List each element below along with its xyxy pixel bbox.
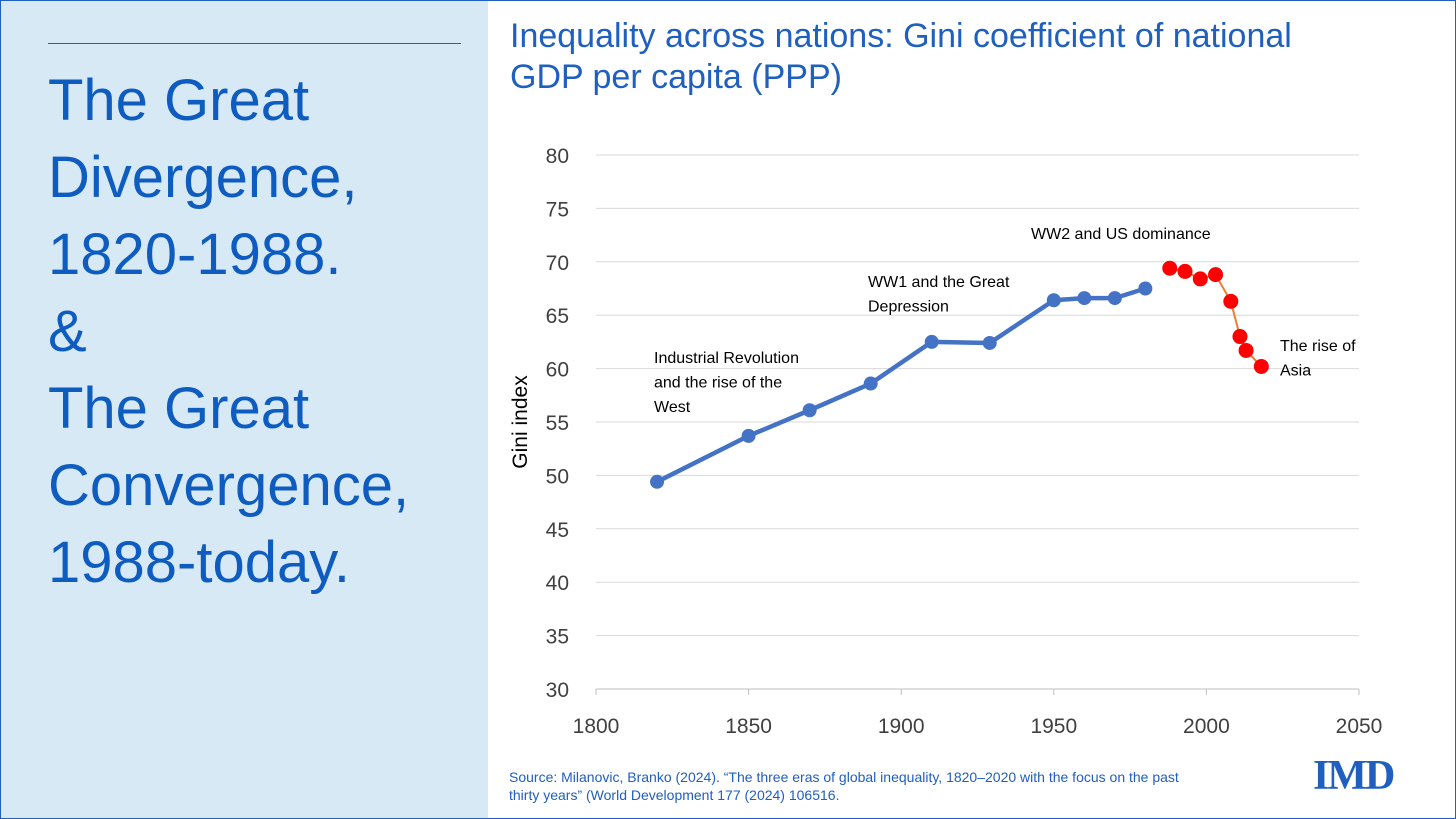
data-point-divergence xyxy=(650,474,665,489)
slide-heading-line: Divergence, xyxy=(48,145,358,210)
data-point-convergence xyxy=(1162,260,1178,276)
y-tick-label: 60 xyxy=(546,359,569,382)
annotation-line: The rise of xyxy=(1280,338,1356,355)
source-line: thirty years” (World Development 177 (20… xyxy=(509,787,840,803)
data-point-convergence xyxy=(1177,263,1193,279)
data-point-convergence xyxy=(1238,342,1254,358)
annotation-ww1-depression: WW1 and the Great Depression xyxy=(868,274,1010,316)
data-point-divergence xyxy=(1046,293,1061,308)
chart-title-line: Inequality across nations: Gini coeffici… xyxy=(510,17,1292,55)
slide-heading-line: 1820-1988. xyxy=(48,222,342,287)
data-point-divergence xyxy=(863,376,878,391)
slide-heading-line: 1988-today. xyxy=(48,530,351,595)
annotation-ww2-us-dominance: WW2 and US dominance xyxy=(1031,226,1211,243)
data-point-convergence xyxy=(1223,293,1239,309)
data-point-divergence xyxy=(1077,291,1092,306)
annotation-line: West xyxy=(654,399,691,416)
left-panel xyxy=(1,1,488,818)
x-tick-label: 1950 xyxy=(1030,715,1077,738)
y-tick-label: 65 xyxy=(546,305,569,328)
imd-logo: IMD xyxy=(1313,753,1395,799)
y-tick-label: 55 xyxy=(546,412,569,435)
source-line: Source: Milanovic, Branko (2024). “The t… xyxy=(509,769,1179,785)
y-tick-label: 50 xyxy=(546,465,569,488)
y-axis-label: Gini index xyxy=(509,375,532,469)
source-note: Source: Milanovic, Branko (2024). “The t… xyxy=(509,768,1309,804)
annotation-line: WW1 and the Great xyxy=(868,274,1010,291)
x-tick-label: 1900 xyxy=(878,715,925,738)
annotation-line: and the rise of the xyxy=(654,375,782,392)
series-line-divergence xyxy=(654,286,1148,485)
y-tick-label: 40 xyxy=(546,572,569,595)
slide-heading-line: The Great xyxy=(48,68,310,133)
data-point-convergence xyxy=(1253,358,1269,374)
annotation-line: Depression xyxy=(868,299,949,316)
left-divider xyxy=(48,43,461,44)
data-point-divergence xyxy=(924,334,939,349)
y-tick-label: 30 xyxy=(546,679,569,702)
x-tick-label: 2050 xyxy=(1336,715,1383,738)
slide-heading-line: & xyxy=(48,299,87,364)
annotation-rise-of-asia: The rise of Asia xyxy=(1280,338,1356,380)
y-tick-label: 75 xyxy=(546,198,569,221)
annotation-line: Asia xyxy=(1280,363,1311,380)
data-point-convergence xyxy=(1192,271,1208,287)
data-point-convergence xyxy=(1232,329,1248,345)
y-tick-label: 70 xyxy=(546,252,569,275)
x-tick-label: 1800 xyxy=(573,715,620,738)
slide-heading-line: Convergence, xyxy=(48,453,410,518)
x-tick-label: 1850 xyxy=(725,715,772,738)
data-point-convergence xyxy=(1208,267,1224,283)
chart-title: Inequality across nations: Gini coeffici… xyxy=(510,16,1430,98)
y-tick-label: 80 xyxy=(546,145,569,168)
slide-heading: The Great Divergence, 1820-1988. & The G… xyxy=(48,62,478,601)
annotation-line: Industrial Revolution xyxy=(654,350,799,367)
y-tick-label: 35 xyxy=(546,626,569,649)
data-point-divergence xyxy=(741,428,756,443)
slide-heading-line: The Great xyxy=(48,376,310,441)
data-point-divergence xyxy=(1138,281,1153,296)
data-point-divergence xyxy=(982,335,997,350)
data-point-divergence xyxy=(802,403,817,418)
y-tick-label: 45 xyxy=(546,519,569,542)
chart-title-line: GDP per capita (PPP) xyxy=(510,58,842,96)
annotation-line: WW2 and US dominance xyxy=(1031,226,1211,243)
data-point-divergence xyxy=(1107,291,1122,306)
annotation-industrial-revolution: Industrial Revolution and the rise of the… xyxy=(654,350,799,416)
x-tick-label: 2000 xyxy=(1183,715,1230,738)
